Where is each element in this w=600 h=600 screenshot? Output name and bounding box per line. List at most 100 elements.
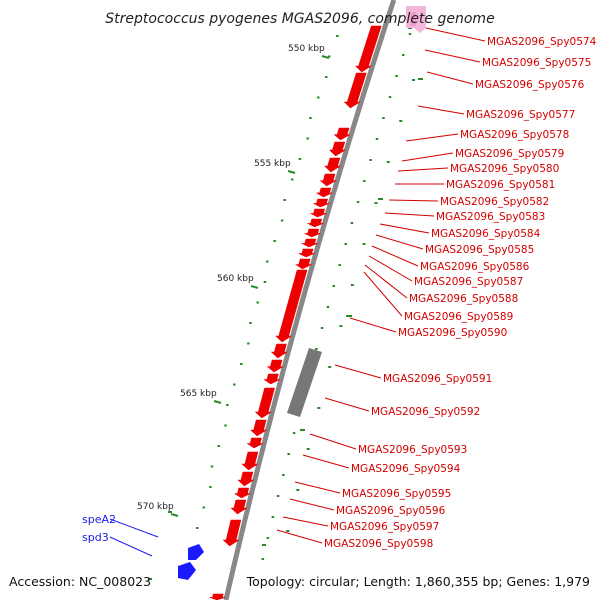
gene-label: MGAS2096_Spy0584 <box>431 228 541 240</box>
gene-label-blue: spd3 <box>82 531 109 544</box>
cds-arrow <box>301 238 318 248</box>
leader-line-blue <box>109 518 159 538</box>
leader-line <box>294 481 341 494</box>
cds-arrow <box>354 25 382 73</box>
tick-mark <box>287 170 296 174</box>
leader-line <box>371 245 419 267</box>
leader-line <box>388 199 439 202</box>
leader-line <box>379 223 430 234</box>
gene-label: MGAS2096_Spy0579 <box>455 148 564 160</box>
tick-mark <box>170 513 179 517</box>
gene-label: MGAS2096_Spy0592 <box>371 406 480 418</box>
leader-line <box>425 27 486 42</box>
leader-line <box>302 454 350 469</box>
gene-label: MGAS2096_Spy0580 <box>450 163 559 175</box>
tick-mark <box>321 55 330 59</box>
gene-label-blue: speA2 <box>82 513 116 526</box>
gene-label: MGAS2096_Spy0597 <box>330 521 439 533</box>
leader-line <box>289 498 335 511</box>
cds-arrow <box>319 173 338 187</box>
cds-arrow <box>222 519 242 547</box>
gene-label: MGAS2096_Spy0574 <box>487 36 597 48</box>
cds-arrow <box>313 198 330 208</box>
gene-label: MGAS2096_Spy0587 <box>414 276 523 288</box>
gene-label: MGAS2096_Spy0581 <box>446 179 555 191</box>
blue-feature-spd3 <box>178 562 196 580</box>
gene-label: MGAS2096_Spy0586 <box>420 261 530 273</box>
gene-label: MGAS2096_Spy0575 <box>482 57 591 69</box>
gene-label: MGAS2096_Spy0578 <box>460 129 569 141</box>
gene-label: MGAS2096_Spy0576 <box>475 79 585 91</box>
gene-labels: MGAS2096_Spy0574 MGAS2096_Spy0575 MGAS2096… <box>82 36 597 550</box>
leader-line <box>368 255 413 282</box>
cds-arrow <box>237 471 255 487</box>
leader-line <box>282 516 329 527</box>
cds-arrow <box>310 208 327 218</box>
leader-line <box>309 433 357 450</box>
leader-line <box>384 212 435 217</box>
cds-arrow <box>230 499 248 515</box>
cds-arrow <box>249 419 268 437</box>
cds-arrow <box>263 373 281 385</box>
accession-text: Accession: NC_008023 <box>9 574 151 589</box>
tick-labels: 550 kbp 555 kbp 560 kbp 565 kbp 570 kbp <box>137 44 330 517</box>
cds-arrow <box>343 72 367 109</box>
rna-feature-core <box>410 12 416 26</box>
gene-label: MGAS2096_Spy0594 <box>351 463 461 475</box>
label-leader-lines <box>109 27 486 557</box>
cds-arrow <box>294 258 312 270</box>
tick-mark <box>250 285 259 289</box>
gene-label: MGAS2096_Spy0591 <box>383 373 492 385</box>
tick-label: 560 kbp <box>217 274 254 284</box>
gene-label: MGAS2096_Spy0583 <box>436 211 545 223</box>
cds-arrow <box>304 228 321 238</box>
leader-line <box>364 264 408 299</box>
leader-line <box>426 71 474 85</box>
leader-line <box>363 271 403 317</box>
gene-label: MGAS2096_Spy0585 <box>425 244 534 256</box>
cds-arrow <box>209 593 226 600</box>
leader-line <box>417 105 465 115</box>
tick-label: 555 kbp <box>254 159 291 169</box>
gene-label: MGAS2096_Spy0590 <box>398 327 507 339</box>
cds-arrow <box>233 487 251 499</box>
genome-backbone <box>223 0 397 600</box>
cds-arrow <box>266 359 285 373</box>
cds-arrow <box>254 387 275 419</box>
gene-label: MGAS2096_Spy0593 <box>358 444 467 456</box>
gene-label: MGAS2096_Spy0596 <box>336 505 446 517</box>
gc-skew-track <box>148 27 423 580</box>
tick-mark <box>213 400 222 404</box>
genome-title: Streptococcus pyogenes MGAS2096, complet… <box>105 11 494 27</box>
cds-arrow <box>275 269 308 343</box>
leader-line <box>334 364 382 379</box>
gene-label: MGAS2096_Spy0595 <box>342 488 451 500</box>
leader-line <box>375 234 424 250</box>
cds-arrow <box>270 343 289 359</box>
leader-line <box>424 49 481 63</box>
leader-line <box>276 529 323 544</box>
topology-text: Topology: circular; Length: 1,860,355 bp… <box>246 574 590 589</box>
gene-label: MGAS2096_Spy0598 <box>324 538 433 550</box>
tick-label: 570 kbp <box>137 502 174 512</box>
leader-line <box>405 133 459 142</box>
gene-label: MGAS2096_Spy0589 <box>404 311 513 323</box>
blue-feature-speA2 <box>188 544 204 560</box>
leader-line <box>397 167 449 172</box>
cds-arrow <box>298 248 315 258</box>
cds-arrow <box>307 218 324 228</box>
backbone-line <box>223 0 397 600</box>
cds-arrow <box>246 437 264 449</box>
cds-arrow <box>333 127 352 141</box>
gene-label: MGAS2096_Spy0582 <box>440 196 549 208</box>
cds-arrow <box>328 141 347 157</box>
tick-label: 565 kbp <box>180 389 217 399</box>
cds-arrow <box>323 157 342 173</box>
tick-label: 550 kbp <box>288 44 325 54</box>
feature-track <box>178 6 426 600</box>
gene-label: MGAS2096_Spy0588 <box>409 293 518 305</box>
leader-line <box>401 152 454 162</box>
gene-label: MGAS2096_Spy0577 <box>466 109 575 121</box>
leader-line-blue <box>109 536 153 557</box>
